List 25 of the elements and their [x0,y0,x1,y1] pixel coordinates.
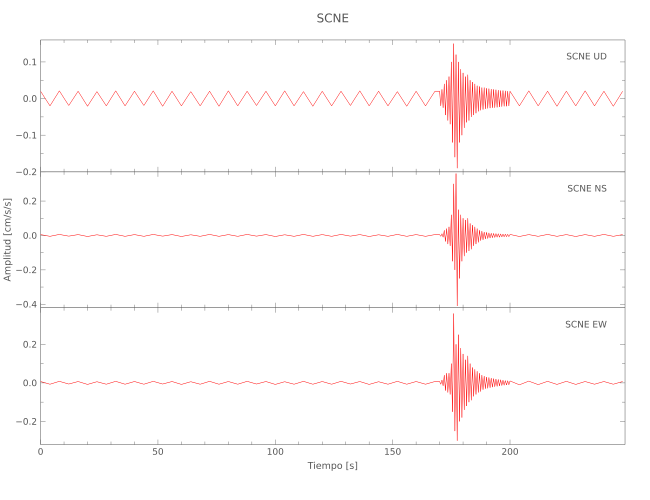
y-tick-label: −0.2 [16,418,36,426]
x-tick-label: 100 [268,448,284,456]
y-axis-title: Amplitud [cm/s/s] [3,198,12,282]
y-tick-label: 0.0 [23,232,36,240]
y-tick-label: −0.1 [16,132,36,139]
y-tick-label: 0.2 [23,198,36,205]
x-tick-label: 200 [502,448,518,456]
y-tick-label: 0.0 [23,380,36,386]
chart-title: SCNE [317,14,348,23]
y-tick-label: −0.2 [16,266,36,274]
y-tick-label: −0.2 [16,168,36,176]
x-axis-title: Tiempo [s] [308,462,358,472]
text: SCNE EW [566,321,607,328]
y-tick-label: 0.0 [23,95,36,102]
y-tick-label: 0.1 [23,58,36,66]
y-tick-label: 0.2 [23,341,36,348]
line-series [40,174,623,306]
text: SCNE UD [566,52,606,60]
x-tick-label: 0 [38,448,43,456]
line-series [40,313,623,442]
x-tick-label: 150 [385,448,401,456]
x-tick-label: 50 [152,448,164,456]
y-tick-label: −0.4 [16,301,37,308]
text: SCNE NS [568,185,606,192]
line-series [40,44,623,169]
